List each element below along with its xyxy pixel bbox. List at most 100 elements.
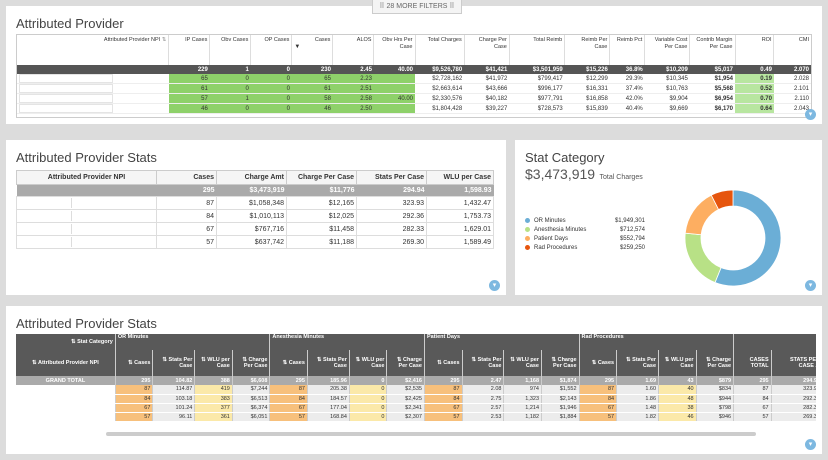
more-filters-button[interactable]: ⠿ 28 MORE FILTERS ⠿ xyxy=(372,0,462,14)
donut-slice-anesthesia-minutes[interactable] xyxy=(684,232,722,284)
totals-header[interactable]: CASES TOTAL xyxy=(733,350,772,376)
legend-item[interactable]: OR Minutes $1,949,301 xyxy=(525,216,645,225)
sub-header[interactable]: ⇅ WLU per Case xyxy=(194,350,233,376)
group-header[interactable]: Rad Procedures xyxy=(578,334,734,350)
table-cell: 2.51 xyxy=(332,83,374,94)
scroll-down-button[interactable]: ▾ xyxy=(805,109,816,120)
group-header[interactable]: OR Minutes xyxy=(114,334,270,350)
table-cell: $1,954 xyxy=(689,74,735,84)
column-header[interactable]: Charge Amt xyxy=(216,170,287,185)
column-header[interactable]: Contrib Margin Per Case xyxy=(689,35,735,65)
sub-header[interactable]: ⇅ Cases xyxy=(114,350,153,376)
sub-header[interactable]: ⇅ WLU per Case xyxy=(658,350,697,376)
pivot-row[interactable]: 84 103.18 383 $6,513 84 184.57 0 $2,425 84 2.75 1,… xyxy=(16,394,816,404)
column-header[interactable]: Total Charges xyxy=(414,35,465,65)
column-header[interactable]: CMI xyxy=(773,35,811,65)
table-row[interactable]: 67 $767,716 $11,458 282.33 1,629.01 xyxy=(16,222,494,236)
legend-item[interactable]: Rad Procedures $259,250 xyxy=(525,243,645,252)
sub-header[interactable]: ⇅ Charge Per Case xyxy=(541,350,580,376)
sub-header[interactable]: ⇅ WLU per Case xyxy=(348,350,387,376)
column-header[interactable]: Attributed Provider NPI ⇅ xyxy=(17,35,169,65)
sub-header-label: Charge Per Case xyxy=(553,357,577,369)
column-header[interactable]: Reimb Per Case xyxy=(564,35,610,65)
pivot-cell: 1.48 xyxy=(616,403,659,413)
legend-item[interactable]: Anesthesia Minutes $712,574 xyxy=(525,225,645,234)
column-header[interactable]: ALOS xyxy=(332,35,374,65)
column-header[interactable]: ROI xyxy=(734,35,774,65)
column-header[interactable]: Total Reimb xyxy=(508,35,565,65)
pivot-cell: 1.86 xyxy=(616,394,659,404)
pivot-cell: 38 xyxy=(658,403,697,413)
sub-header[interactable]: ⇅ Charge Per Case xyxy=(695,350,734,376)
column-header[interactable]: Reimb Pct xyxy=(609,35,645,65)
pivot-cell: 48 xyxy=(658,394,697,404)
sub-header[interactable]: ⇅ Cases xyxy=(269,350,308,376)
pivot-cell: 67 xyxy=(423,403,463,413)
scroll-down-button[interactable]: ▾ xyxy=(489,280,500,291)
table-row[interactable]: 84 $1,010,113 $12,025 292.36 1,753.73 xyxy=(16,209,494,223)
pivot-cell: 0 xyxy=(348,403,387,413)
table-row[interactable]: 46 0 0 46 2.50 $1,804,428 $39,227 $728,573 $15,8… xyxy=(17,103,811,114)
column-header[interactable]: Obv Hrs Per Case xyxy=(373,35,415,65)
group-header[interactable]: Patient Days xyxy=(423,334,580,350)
column-header[interactable]: IP Cases xyxy=(168,35,210,65)
column-header[interactable]: Stats Per Case xyxy=(356,170,427,185)
pivot-row[interactable]: 67 101.24 377 $6,374 67 177.04 0 $2,341 67 2.57 1,… xyxy=(16,403,816,413)
sub-header[interactable]: ⇅ Cases xyxy=(423,350,463,376)
legend-item[interactable]: Patient Days $552,794 xyxy=(525,234,645,243)
group-header[interactable]: Anesthesia Minutes xyxy=(269,334,425,350)
table-cell: $10,345 xyxy=(644,74,690,84)
sub-header[interactable]: ⇅ Stats Per Case xyxy=(461,350,504,376)
pivot-cell: 84 xyxy=(733,394,772,404)
legend-value: $1,949,301 xyxy=(614,217,645,224)
column-header[interactable]: Charge Per Case xyxy=(286,170,357,185)
column-header-label: Obv Cases xyxy=(221,37,249,43)
panel-title: Attributed Provider Stats xyxy=(16,150,157,165)
sub-header[interactable]: ⇅ Charge Per Case xyxy=(386,350,425,376)
grand-total-cell: 295 xyxy=(423,376,463,385)
table-cell: 0.64 xyxy=(735,103,774,114)
table-row[interactable]: 87 $1,058,348 $12,165 323.93 1,432.47 xyxy=(16,196,494,210)
pivot-cell: 96.11 xyxy=(152,412,195,422)
scroll-down-button[interactable]: ▾ xyxy=(805,439,816,450)
column-header[interactable]: OP Cases xyxy=(250,35,292,65)
pivot-cell: 361 xyxy=(194,412,233,422)
table-cell: 1,753.73 xyxy=(426,209,494,223)
table-row[interactable]: 61 0 0 61 2.51 $2,663,614 $43,666 $996,177 $16,3… xyxy=(17,83,811,94)
sub-header[interactable]: ⇅ Stats Per Case xyxy=(152,350,195,376)
sub-header[interactable]: ⇅ Stats Per Case xyxy=(616,350,659,376)
sub-header[interactable]: ⇅ Stats Per Case xyxy=(306,350,350,376)
column-header[interactable]: WLU per Case xyxy=(426,170,494,185)
total-cell: $15,226 xyxy=(586,66,608,73)
column-header[interactable]: Attributed Provider NPI xyxy=(16,170,157,185)
table-row[interactable]: 57 $637,742 $11,188 269.30 1,589.49 xyxy=(16,235,494,249)
sort-icon: ⇅ xyxy=(471,357,478,363)
table-row[interactable]: 65 0 0 65 2.23 $2,728,162 $41,972 $799,417 $12,2… xyxy=(17,74,811,84)
scroll-down-button[interactable]: ▾ xyxy=(805,280,816,291)
panel-title: Attributed Provider xyxy=(16,16,124,31)
column-header[interactable]: Charge Per Case xyxy=(463,35,510,65)
table-row[interactable]: 57 1 0 58 2.58 40.00 $2,330,576 $40,182 $977,791… xyxy=(17,93,811,104)
total-cell: 294.94 xyxy=(403,187,425,194)
sub-header[interactable]: ⇅ Cases xyxy=(578,350,617,376)
donut-slice-rad-procedures[interactable] xyxy=(710,189,734,210)
column-header[interactable]: Obv Cases xyxy=(209,35,251,65)
sub-header[interactable]: ⇅ Charge Per Case xyxy=(231,350,270,376)
column-header[interactable]: Cases xyxy=(156,170,217,185)
sort-icon: ⇅ xyxy=(128,360,135,366)
pivot-table: ⇅ Stat Category OR Minutes Anesthesia Minu… xyxy=(16,334,816,422)
total-cell: $3,501,959 xyxy=(532,66,563,73)
sub-header[interactable]: ⇅ WLU per Case xyxy=(503,350,542,376)
table-cell xyxy=(373,103,415,114)
column-header[interactable]: Cases ▼ xyxy=(291,35,333,65)
donut-slice-or-minutes[interactable] xyxy=(714,189,782,287)
pivot-row[interactable]: 57 96.11 361 $6,051 57 168.84 0 $2,307 57 2.53 1,1… xyxy=(16,412,816,422)
pivot-row[interactable]: 87 114.87 419 $7,244 87 205.38 0 $2,535 87 2.08 97… xyxy=(16,385,816,395)
table-cell xyxy=(373,74,415,84)
total-row: 295 $3,473,919 $11,776 294.94 1,598.93 xyxy=(16,184,494,197)
horizontal-scrollbar[interactable] xyxy=(106,432,756,436)
column-header[interactable]: Variable Cost Per Case xyxy=(644,35,690,65)
row-label-header[interactable]: ⇅ Attributed Provider NPI xyxy=(16,350,115,376)
donut-slice-patient-days[interactable] xyxy=(684,194,720,236)
totals-header[interactable]: STATS PER CASE ... xyxy=(770,350,816,376)
